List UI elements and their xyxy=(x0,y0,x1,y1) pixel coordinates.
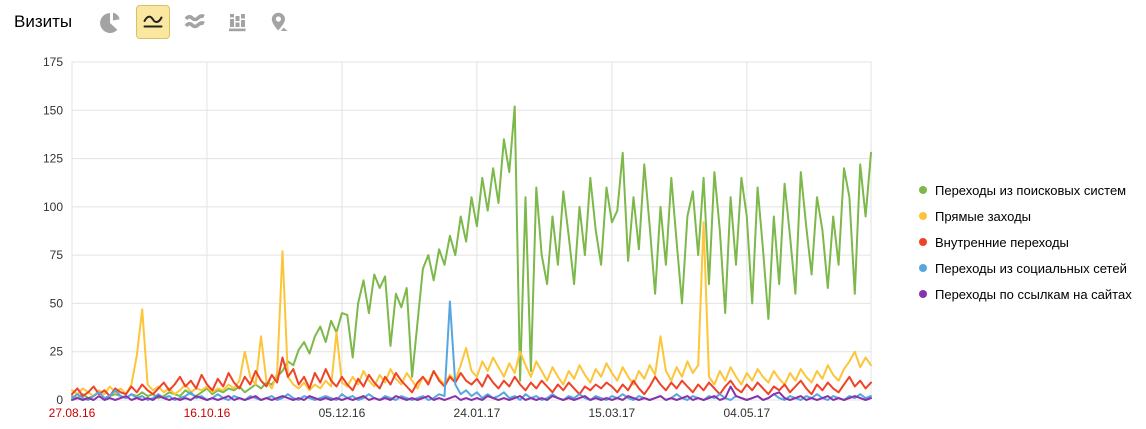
line-chart-button[interactable] xyxy=(136,5,171,39)
pie-chart-button[interactable] xyxy=(94,5,128,39)
svg-text:15.03.17: 15.03.17 xyxy=(589,406,636,420)
bar-chart-icon xyxy=(225,10,249,34)
legend-dot-icon xyxy=(919,290,927,298)
bar-chart-button[interactable] xyxy=(220,5,254,39)
svg-text:100: 100 xyxy=(43,200,63,214)
legend-dot-icon xyxy=(919,264,927,272)
legend-dot-icon xyxy=(919,238,927,246)
visits-line-chart[interactable]: 0 25 50 75 100 125 150 175 27.08.16 16.10.16 05.12… xyxy=(0,0,905,429)
legend-item-social[interactable]: Переходы из социальных сетей xyxy=(919,255,1132,281)
svg-text:05.12.16: 05.12.16 xyxy=(319,406,366,420)
chart-type-switcher xyxy=(94,5,304,39)
svg-text:0: 0 xyxy=(56,393,63,407)
svg-text:25: 25 xyxy=(50,345,64,359)
stacked-area-icon xyxy=(183,10,207,34)
svg-text:75: 75 xyxy=(50,248,64,262)
legend-dot-icon xyxy=(919,212,927,220)
svg-text:27.08.16: 27.08.16 xyxy=(49,406,96,420)
svg-text:125: 125 xyxy=(43,152,63,166)
legend-item-internal[interactable]: Внутренние переходы xyxy=(919,229,1132,255)
legend-dot-icon xyxy=(919,186,927,194)
chart-legend: Переходы из поисковых систем Прямые захо… xyxy=(919,177,1132,307)
map-view-button[interactable] xyxy=(262,5,296,39)
legend-item-sitelinks[interactable]: Переходы по ссылкам на сайтах xyxy=(919,281,1132,307)
stacked-area-button[interactable] xyxy=(178,5,212,39)
pie-chart-icon xyxy=(99,10,123,34)
svg-text:16.10.16: 16.10.16 xyxy=(184,406,231,420)
line-chart-icon xyxy=(141,10,165,34)
svg-text:04.05.17: 04.05.17 xyxy=(723,406,770,420)
page-title: Визиты xyxy=(14,12,73,31)
map-pin-icon xyxy=(267,10,291,34)
chart-header: Визиты xyxy=(0,0,304,44)
legend-item-direct[interactable]: Прямые заходы xyxy=(919,203,1132,229)
svg-text:175: 175 xyxy=(43,55,63,69)
legend-item-search[interactable]: Переходы из поисковых систем xyxy=(919,177,1132,203)
svg-text:50: 50 xyxy=(50,296,64,310)
svg-text:24.01.17: 24.01.17 xyxy=(454,406,501,420)
svg-text:150: 150 xyxy=(43,103,63,117)
